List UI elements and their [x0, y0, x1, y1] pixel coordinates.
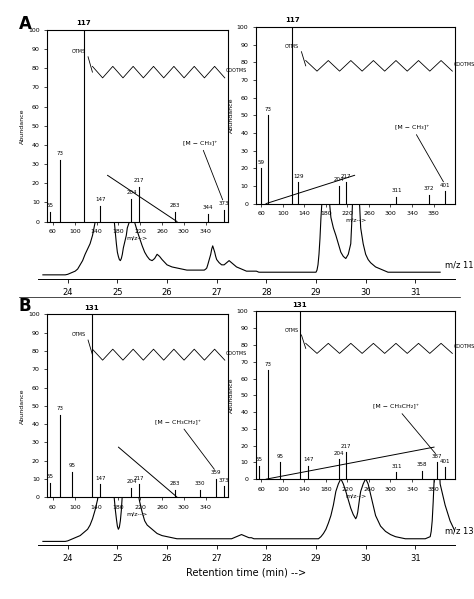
Text: 372: 372: [424, 186, 435, 191]
X-axis label: m/z-->: m/z-->: [345, 493, 366, 498]
Text: COOTMS: COOTMS: [454, 62, 474, 67]
Text: OTMS: OTMS: [285, 328, 299, 332]
Text: 147: 147: [303, 458, 313, 462]
Text: 55: 55: [255, 458, 262, 462]
Text: 73: 73: [265, 362, 272, 367]
X-axis label: Retention time (min) -->: Retention time (min) -->: [186, 567, 307, 577]
X-axis label: m/z-->: m/z-->: [345, 217, 366, 223]
Text: [M − CH₃CH₂]⁺: [M − CH₃CH₂]⁺: [373, 404, 436, 453]
Text: 147: 147: [95, 476, 106, 481]
Y-axis label: Abundance: Abundance: [20, 108, 25, 144]
Text: 387: 387: [432, 454, 443, 459]
Text: OTMS: OTMS: [72, 49, 86, 54]
Text: COOTMS: COOTMS: [226, 68, 247, 73]
Text: 117: 117: [77, 20, 91, 26]
Text: 204: 204: [334, 177, 344, 183]
Text: 217: 217: [340, 444, 351, 449]
Text: 204: 204: [126, 190, 137, 195]
Text: OTMS: OTMS: [72, 332, 86, 337]
Text: OTMS: OTMS: [285, 44, 299, 49]
Text: 283: 283: [169, 203, 180, 208]
Text: 204: 204: [334, 450, 344, 456]
Text: [M − CH₃CH₂]⁺: [M − CH₃CH₂]⁺: [155, 419, 214, 470]
Text: 73: 73: [56, 406, 64, 412]
Text: 217: 217: [133, 476, 144, 481]
Text: COOTMS: COOTMS: [226, 350, 247, 356]
Text: 373: 373: [219, 201, 229, 206]
Text: [M − CH₃]⁺: [M − CH₃]⁺: [395, 125, 444, 182]
Text: 131: 131: [84, 305, 99, 311]
Text: 373: 373: [219, 477, 229, 483]
Text: m/z 131: m/z 131: [445, 527, 474, 536]
Text: 358: 358: [417, 462, 427, 467]
Text: m/z 117: m/z 117: [445, 261, 474, 270]
X-axis label: m/z-->: m/z-->: [127, 235, 148, 241]
Text: 55: 55: [46, 474, 54, 479]
Text: 344: 344: [202, 205, 213, 210]
Text: 117: 117: [285, 17, 299, 23]
Text: [M − CH₃]⁺: [M − CH₃]⁺: [183, 140, 223, 200]
X-axis label: m/z-->: m/z-->: [127, 511, 148, 516]
Text: 55: 55: [46, 203, 54, 208]
Text: 204: 204: [126, 479, 137, 485]
Text: 401: 401: [439, 459, 450, 464]
Y-axis label: Abundance: Abundance: [229, 98, 234, 133]
Text: 359: 359: [211, 470, 221, 475]
Text: 59: 59: [257, 160, 264, 165]
Text: 95: 95: [277, 454, 283, 459]
Text: 95: 95: [68, 463, 75, 468]
Text: 131: 131: [292, 302, 307, 308]
Text: 401: 401: [439, 183, 450, 187]
Text: B: B: [19, 297, 32, 314]
Text: COOTMS: COOTMS: [454, 344, 474, 349]
Text: 330: 330: [195, 481, 206, 486]
Text: 311: 311: [391, 464, 401, 469]
Y-axis label: Abundance: Abundance: [229, 377, 234, 413]
Text: 73: 73: [56, 152, 64, 156]
Text: 217: 217: [340, 174, 351, 179]
Text: 283: 283: [169, 481, 180, 486]
Text: 129: 129: [293, 174, 304, 179]
Text: A: A: [19, 15, 32, 33]
Text: 217: 217: [133, 179, 144, 183]
Text: 311: 311: [391, 188, 401, 193]
Text: 73: 73: [265, 107, 272, 112]
Text: 147: 147: [95, 198, 106, 202]
Y-axis label: Abundance: Abundance: [20, 388, 25, 423]
